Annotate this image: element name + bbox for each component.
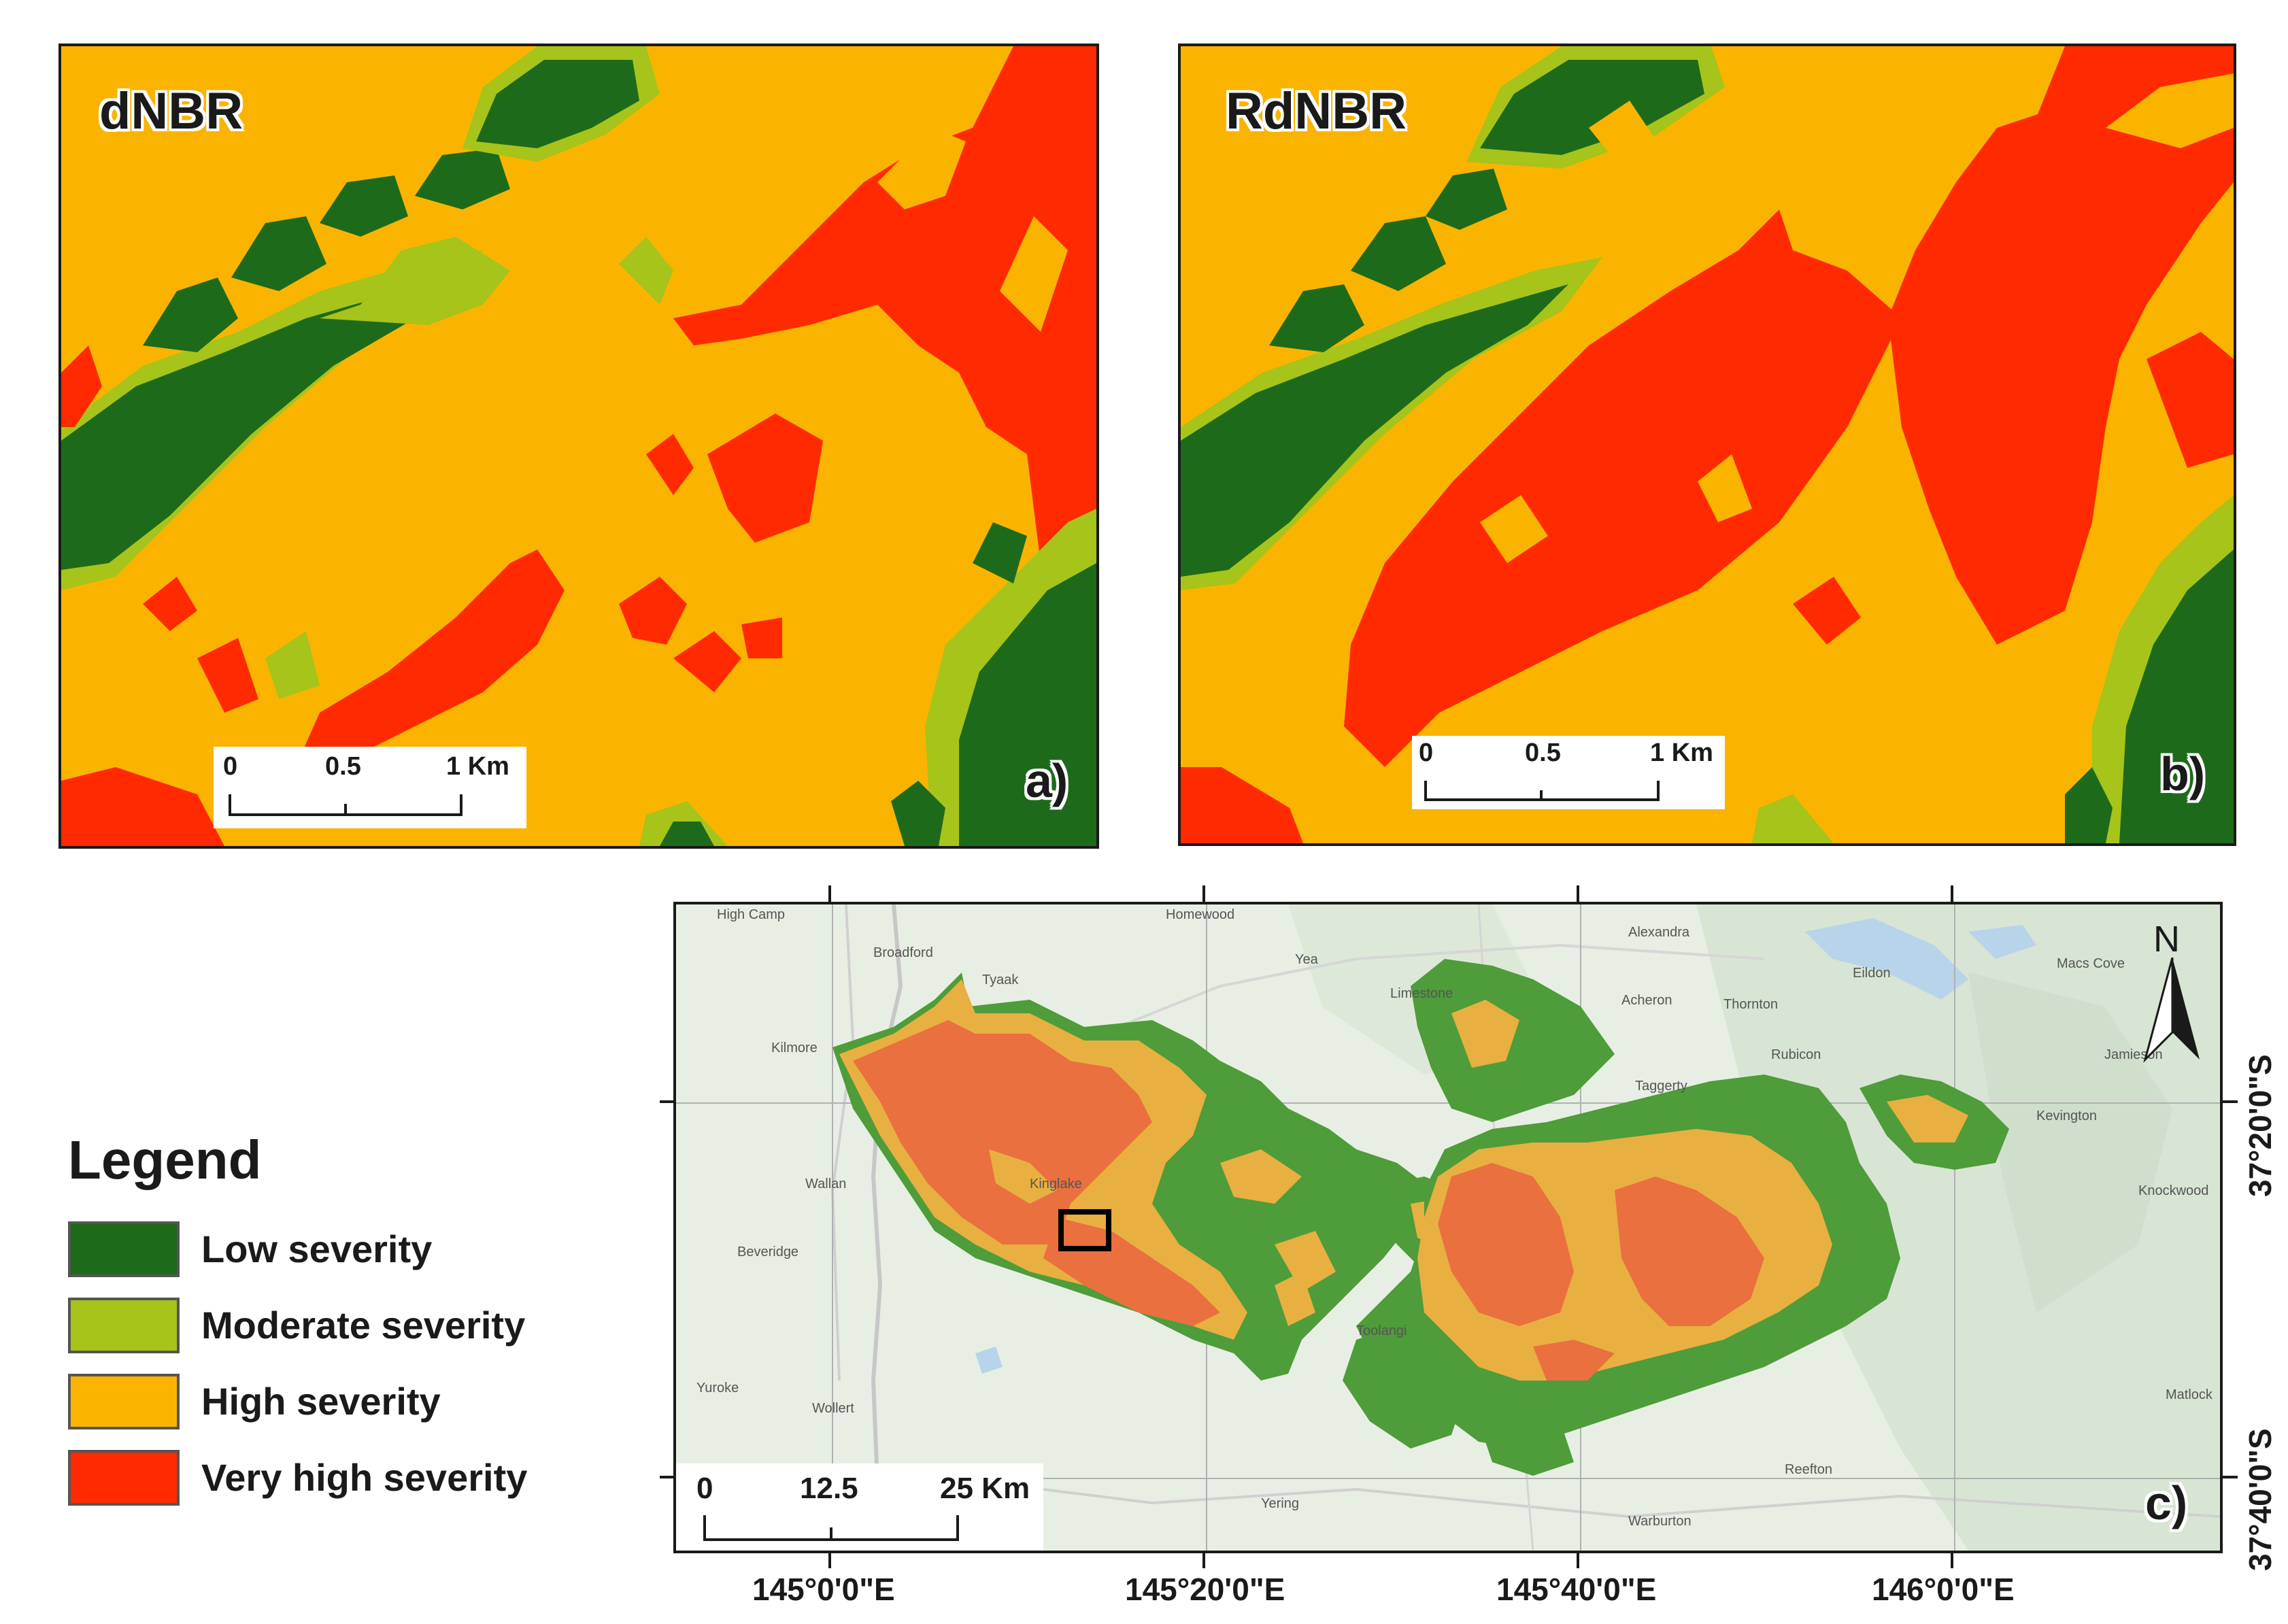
scale-tick-mid: 0.5 xyxy=(1525,739,1561,767)
dnbr-title: dNBR xyxy=(99,82,243,140)
scale-tick-mid: 0.5 xyxy=(325,752,361,781)
scale-tick-end: 1 Km xyxy=(1650,739,1713,767)
lat-label-37-40: 37°40'0"S xyxy=(2242,1428,2278,1571)
lon-label-145-20: 145°20'0"E xyxy=(1125,1572,1285,1607)
legend-label-very-high: Very high severity xyxy=(201,1456,528,1499)
place-label: Toolangi xyxy=(1356,1323,1407,1338)
place-label: Thornton xyxy=(1723,997,1779,1012)
scale-bar-line xyxy=(703,1515,959,1541)
legend-swatch-very-high xyxy=(68,1450,180,1506)
overview-map-panel: High Camp Broadford Tyaak Homewood Yea A… xyxy=(673,902,2223,1553)
place-label: Eildon xyxy=(1853,966,1891,981)
scale-tick-0: 0 xyxy=(223,752,238,781)
lon-tick-top-1 xyxy=(828,885,831,903)
lon-tick-bottom-3 xyxy=(1577,1551,1579,1568)
place-label: Alexandra xyxy=(1628,925,1690,940)
lat-tick-left-2 xyxy=(660,1476,677,1478)
place-label: Yea xyxy=(1295,952,1318,967)
scale-tick-mid: 12.5 xyxy=(800,1472,858,1505)
overview-basemap xyxy=(676,904,2220,1551)
north-arrow-icon xyxy=(2143,958,2200,1064)
panel-label-c: c) xyxy=(2145,1476,2188,1529)
place-label: Yuroke xyxy=(696,1381,739,1395)
dnbr-severity-raster xyxy=(61,46,1096,846)
rdnbr-map-panel: RdNBR 0 0.5 1 Km b) xyxy=(1178,44,2236,846)
place-label: Wollert xyxy=(812,1401,854,1416)
lon-tick-bottom-4 xyxy=(1951,1551,1953,1568)
place-label: Reefton xyxy=(1785,1462,1833,1477)
lat-tick-left-1 xyxy=(660,1100,677,1103)
lon-tick-top-3 xyxy=(1577,885,1579,903)
legend-item-low: Low severity xyxy=(68,1221,680,1283)
scale-tick-end: 25 Km xyxy=(940,1472,1030,1505)
legend-item-very-high: Very high severity xyxy=(68,1450,680,1511)
lon-tick-bottom-1 xyxy=(828,1551,831,1568)
north-arrow: N xyxy=(2138,918,2206,1068)
place-label: Matlock xyxy=(2166,1387,2213,1402)
legend-title: Legend xyxy=(68,1130,262,1190)
place-label: Acheron xyxy=(1621,993,1672,1008)
place-label: Knockwood xyxy=(2138,1183,2209,1198)
rdnbr-severity-raster xyxy=(1181,46,2234,843)
legend-label-high: High severity xyxy=(201,1380,441,1423)
place-label: Wallan xyxy=(805,1177,847,1191)
lon-label-145-40: 145°40'0"E xyxy=(1496,1572,1657,1607)
scale-bar-a: 0 0.5 1 Km xyxy=(214,747,526,828)
lon-tick-top-2 xyxy=(1202,885,1205,903)
place-label: Limestone xyxy=(1390,986,1453,1001)
lon-label-145-00: 145°0'0"E xyxy=(752,1572,895,1607)
place-label: Kinglake xyxy=(1030,1177,1082,1191)
panel-label-a: a) xyxy=(1026,754,1069,807)
legend-label-moderate: Moderate severity xyxy=(201,1304,526,1347)
scale-bar-b: 0 0.5 1 Km xyxy=(1412,736,1725,809)
lat-tick-right-2 xyxy=(2220,1476,2238,1478)
legend-label-low: Low severity xyxy=(201,1228,433,1270)
place-label: Taggerty xyxy=(1635,1079,1687,1094)
legend-item-high: High severity xyxy=(68,1374,680,1435)
place-label: Warburton xyxy=(1628,1514,1692,1529)
place-label: Homewood xyxy=(1166,907,1235,922)
lon-tick-bottom-2 xyxy=(1202,1551,1205,1568)
place-label: Macs Cove xyxy=(2057,956,2125,971)
legend-swatch-low xyxy=(68,1221,180,1277)
scale-bar-c: 0 12.5 25 Km xyxy=(676,1464,1043,1551)
place-label: Broadford xyxy=(873,945,933,960)
rdnbr-title: RdNBR xyxy=(1226,82,1407,140)
place-label: Kilmore xyxy=(771,1041,818,1055)
legend-swatch-moderate xyxy=(68,1298,180,1353)
lat-label-37-20: 37°20'0"S xyxy=(2242,1054,2278,1197)
north-arrow-label: N xyxy=(2153,919,2180,960)
legend-item-moderate: Moderate severity xyxy=(68,1298,680,1359)
place-label: Tyaak xyxy=(982,972,1019,987)
scale-bar-line xyxy=(229,794,462,816)
lon-label-146-00: 146°0'0"E xyxy=(1872,1572,2015,1607)
place-label: Beveridge xyxy=(737,1245,799,1259)
place-label: Yering xyxy=(1261,1496,1299,1511)
scale-tick-0: 0 xyxy=(1419,739,1434,767)
place-label: High Camp xyxy=(717,907,786,922)
lon-tick-top-4 xyxy=(1951,885,1953,903)
scale-tick-0: 0 xyxy=(696,1472,713,1505)
place-label: Rubicon xyxy=(1771,1047,1821,1062)
scale-bar-line xyxy=(1424,781,1660,801)
lat-tick-right-1 xyxy=(2220,1100,2238,1103)
place-label: Kevington xyxy=(2036,1109,2097,1123)
legend-swatch-high xyxy=(68,1374,180,1430)
panel-label-b: b) xyxy=(2160,747,2206,800)
dnbr-map-panel: dNBR 0 0.5 1 Km a) xyxy=(58,44,1099,849)
scale-tick-end: 1 Km xyxy=(446,752,509,781)
